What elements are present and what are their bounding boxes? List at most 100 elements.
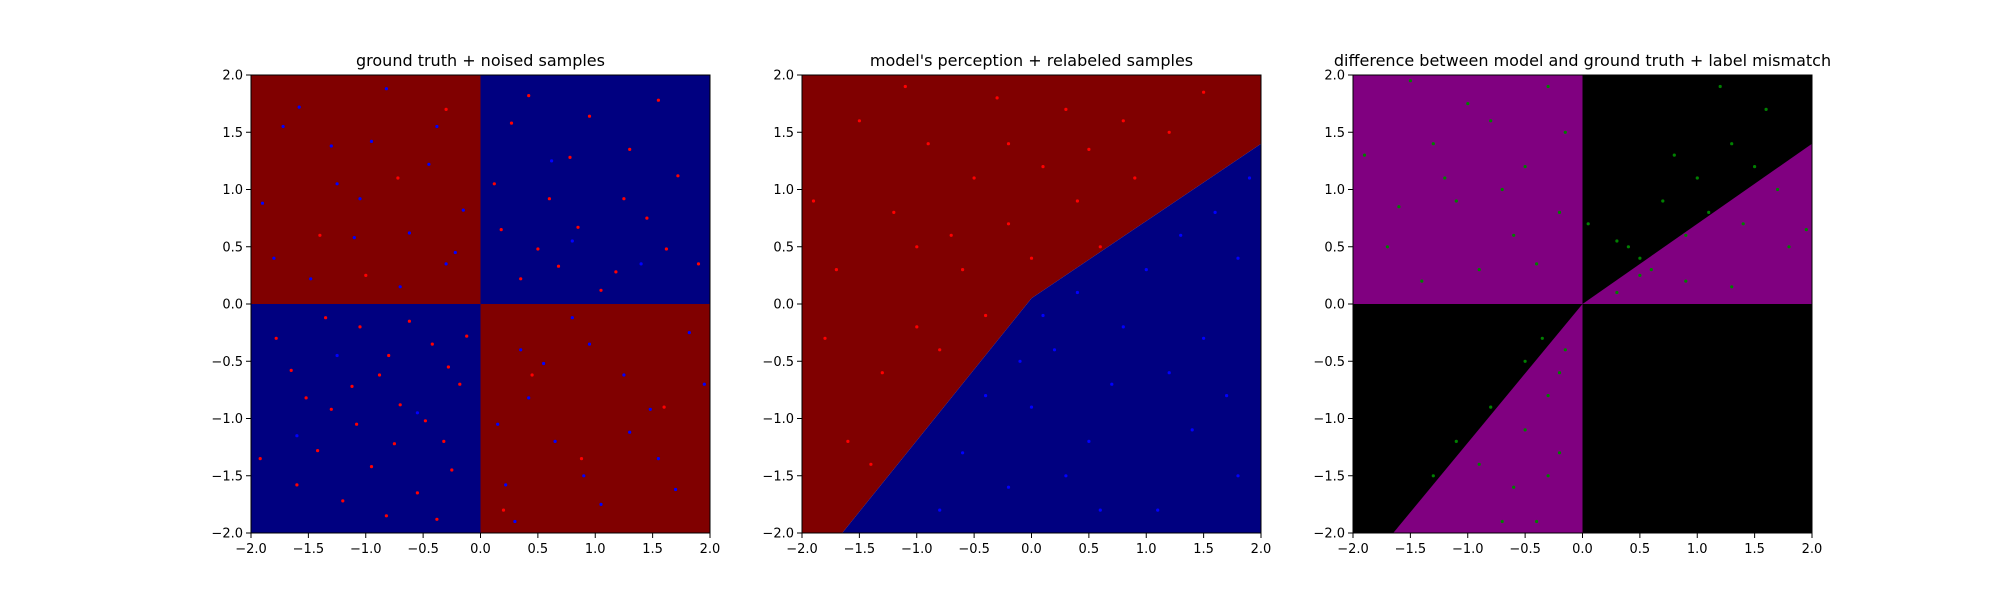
data-point <box>676 174 680 178</box>
x-tick-label: −1.0 <box>1452 542 1484 557</box>
data-point <box>355 422 359 426</box>
data-point <box>696 262 701 266</box>
data-point <box>622 373 626 377</box>
plot-area <box>802 75 1261 533</box>
data-point <box>1144 268 1148 272</box>
y-tick-label: 2.0 <box>222 69 243 84</box>
data-point <box>1776 187 1780 192</box>
data-point <box>295 483 299 487</box>
data-point <box>614 270 618 274</box>
data-point <box>392 442 396 446</box>
data-point <box>435 517 439 521</box>
background-region <box>802 75 1261 533</box>
data-point <box>1753 165 1757 169</box>
data-point <box>335 182 339 186</box>
y-tick-label: 1.5 <box>222 126 243 141</box>
data-point <box>1247 176 1252 180</box>
x-tick-label: −2.0 <box>786 542 818 557</box>
data-point <box>915 245 919 249</box>
data-point <box>281 124 285 129</box>
data-point <box>1718 84 1722 89</box>
data-point <box>1075 290 1079 295</box>
data-point <box>444 262 448 266</box>
x-tick-label: 1.5 <box>1193 542 1214 557</box>
data-point <box>645 216 649 220</box>
data-point <box>1695 176 1699 180</box>
background-region <box>480 75 710 304</box>
data-point <box>1546 474 1550 478</box>
y-tick-label: 2.0 <box>773 69 794 84</box>
data-point <box>1087 147 1091 151</box>
data-point <box>407 319 411 323</box>
data-point <box>341 499 345 503</box>
y-tick-label: 0.0 <box>222 298 243 313</box>
data-point <box>846 439 850 443</box>
y-tick-label: 1.0 <box>222 183 243 198</box>
data-point <box>576 225 580 229</box>
data-point <box>407 231 411 235</box>
data-point <box>329 144 333 148</box>
chart-title: model's perception + relabeled samples <box>870 51 1193 70</box>
data-point <box>1672 153 1676 157</box>
data-point <box>1730 142 1734 146</box>
background-region <box>251 75 481 304</box>
data-point <box>1225 394 1229 398</box>
data-point <box>1167 371 1171 375</box>
data-point <box>1477 268 1481 272</box>
data-point <box>674 487 678 492</box>
data-point <box>1121 325 1125 329</box>
data-point <box>1477 462 1481 466</box>
y-tick-label: 1.5 <box>773 126 794 141</box>
data-point <box>274 336 278 340</box>
data-point <box>556 264 561 268</box>
data-point <box>995 96 999 100</box>
data-point <box>834 268 839 272</box>
data-point <box>1064 474 1068 478</box>
x-tick-label: −0.5 <box>958 542 990 557</box>
x-tick-label: −1.0 <box>901 542 933 557</box>
data-point <box>501 508 506 512</box>
data-point <box>465 334 469 338</box>
x-tick-label: 1.5 <box>642 542 663 557</box>
data-point <box>811 199 816 203</box>
data-point <box>1029 256 1034 260</box>
data-point <box>492 182 496 186</box>
data-point <box>1397 205 1401 209</box>
data-point <box>1006 485 1011 489</box>
data-point <box>857 119 862 123</box>
x-tick-label: 2.0 <box>1802 542 1823 557</box>
y-tick-label: −0.5 <box>1313 355 1345 370</box>
data-point <box>1557 210 1562 214</box>
y-tick-label: −1.0 <box>762 412 794 427</box>
x-tick-label: −1.5 <box>844 542 876 557</box>
data-point <box>1167 130 1171 134</box>
data-point <box>1202 336 1206 340</box>
data-point <box>519 348 523 352</box>
x-tick-label: −2.0 <box>235 542 267 557</box>
x-tick-label: 0.0 <box>1572 542 1593 557</box>
data-point <box>1563 130 1567 134</box>
data-point <box>1179 233 1183 237</box>
data-point <box>1029 405 1034 409</box>
data-point <box>446 365 450 369</box>
chart-panel-1: −2.0 −1.5 −1.0 −0.5 0.0 0.5 1.0 1.5 2.0 −2.0 −1.5 −… <box>211 51 720 557</box>
data-point <box>639 262 643 266</box>
data-point <box>358 197 362 201</box>
data-point <box>1236 474 1240 478</box>
data-point <box>504 483 508 487</box>
background-region <box>842 143 1261 533</box>
data-point <box>1385 245 1389 249</box>
background-region <box>1353 75 1583 304</box>
data-point <box>1431 474 1435 478</box>
data-point <box>260 201 265 205</box>
data-point <box>1190 428 1194 432</box>
y-tick-label: −1.0 <box>211 412 243 427</box>
data-point <box>536 247 540 251</box>
data-point <box>579 457 584 461</box>
data-point <box>869 462 873 466</box>
data-point <box>938 508 942 512</box>
data-point <box>599 288 603 292</box>
data-point <box>1006 222 1011 226</box>
data-point <box>1133 176 1137 180</box>
data-point <box>1098 245 1102 249</box>
